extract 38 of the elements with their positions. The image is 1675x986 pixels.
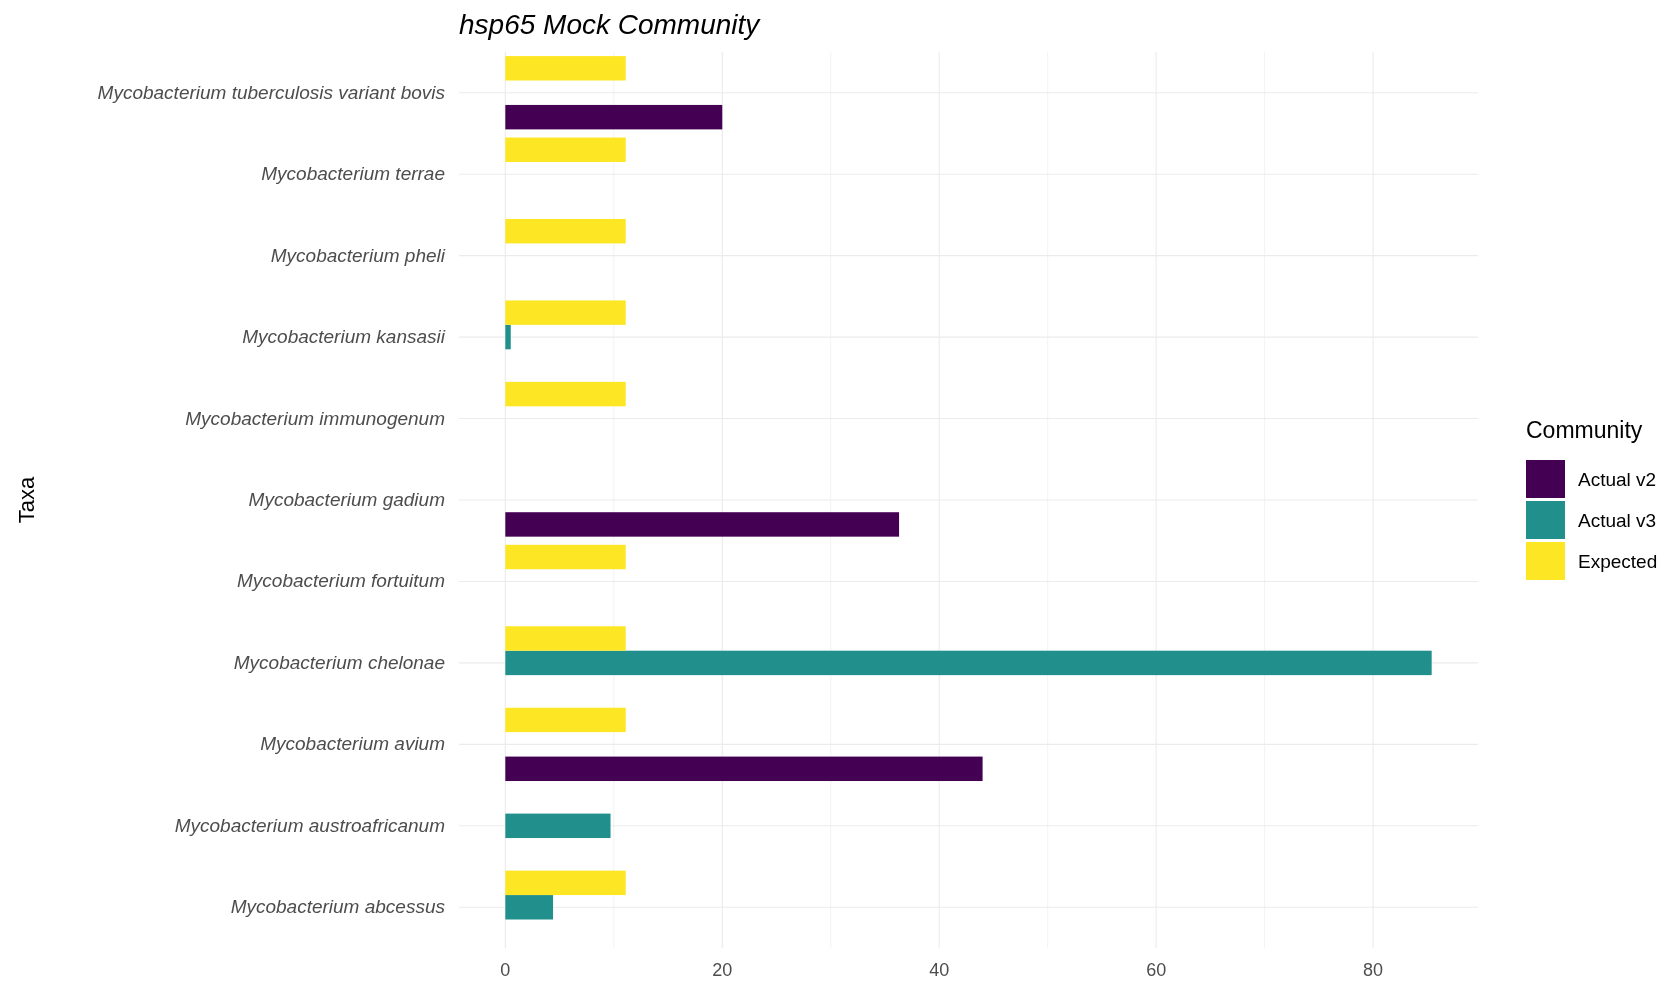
y-tick-label: Mycobacterium terrae [261, 163, 445, 185]
bar [505, 381, 626, 407]
bar [505, 895, 554, 920]
x-tick-label: 60 [1146, 960, 1167, 980]
y-tick-label: Mycobacterium abcessus [230, 896, 446, 918]
legend-label: Actual v3 [1578, 510, 1657, 531]
y-tick-label: Mycobacterium tuberculosis variant bovis [97, 81, 446, 103]
y-tick-label: Mycobacterium fortuitum [236, 570, 445, 592]
bar [505, 544, 626, 570]
bar [505, 707, 626, 733]
legend-label: Expected [1578, 551, 1658, 572]
bar [505, 218, 626, 244]
y-tick-label: Mycobacterium immunogenum [185, 407, 445, 429]
bar [505, 626, 626, 651]
bar [505, 870, 626, 896]
y-tick-label: Mycobacterium chelonae [233, 651, 445, 673]
bar [505, 300, 626, 325]
bar [505, 324, 511, 350]
bar [505, 104, 723, 130]
bar [505, 56, 626, 81]
x-tick-label: 80 [1363, 960, 1384, 980]
chart-title: hsp65 Mock Community [459, 9, 762, 40]
bar [505, 813, 611, 839]
legend-title: Community [1526, 417, 1643, 443]
bar [505, 512, 900, 537]
y-tick-label: Mycobacterium kansasii [242, 326, 446, 348]
bar [505, 756, 983, 782]
legend-label: Actual v2 [1578, 469, 1657, 490]
x-tick-label: 0 [500, 960, 511, 980]
y-tick-label: Mycobacterium avium [260, 733, 445, 755]
bar [505, 650, 1432, 676]
y-tick-label: Mycobacterium gadium [248, 489, 445, 510]
y-tick-label: Mycobacterium austroafricanum [174, 814, 445, 836]
bar [505, 137, 626, 162]
y-tick-label: Mycobacterium pheli [270, 244, 446, 266]
x-tick-label: 20 [712, 960, 733, 980]
y-axis-title: Taxa [14, 476, 39, 524]
x-tick-label: 40 [929, 960, 950, 980]
